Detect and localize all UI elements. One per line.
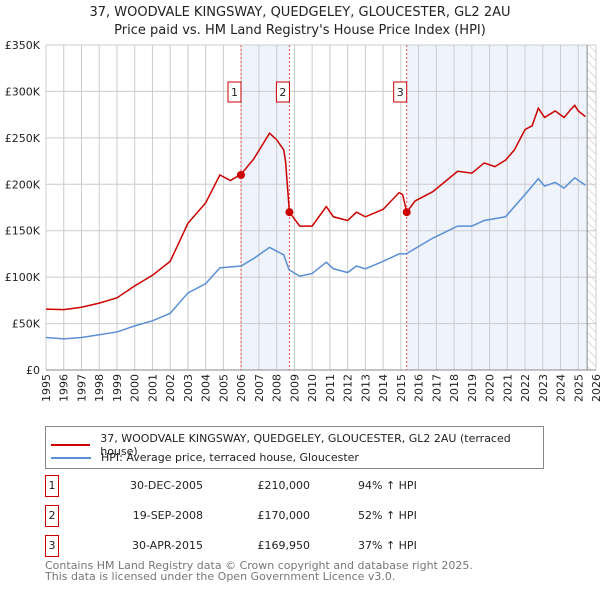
x-tick-label: 2003 xyxy=(182,374,195,402)
x-tick-label: 2007 xyxy=(253,374,266,402)
legend: 37, WOODVALE KINGSWAY, QUEDGELEY, GLOUCE… xyxy=(45,426,544,469)
series-line xyxy=(45,176,586,340)
x-tick-label: 2024 xyxy=(555,374,568,402)
x-tick-label: 2010 xyxy=(306,374,319,402)
sale-row: 3 30-APR-2015 £169,950 37% ↑ HPI xyxy=(45,535,445,557)
x-tick-label: 2020 xyxy=(484,374,497,402)
sale-marker-box xyxy=(227,81,242,103)
y-tick-label: £50K xyxy=(12,318,41,331)
x-tick-label: 2022 xyxy=(519,374,532,402)
sale-point xyxy=(285,208,294,217)
legend-blue-line xyxy=(51,456,91,459)
x-tick-label: 2005 xyxy=(217,374,230,402)
legend-label-hpi: HPI: Average price, terraced house, Glou… xyxy=(101,451,359,464)
x-tick-label: 2025 xyxy=(572,374,585,402)
sale-date: 30-DEC-2005 xyxy=(129,479,203,492)
sale-price: £170,000 xyxy=(257,509,311,522)
x-tick-label: 1996 xyxy=(58,374,71,402)
x-tick-label: 2001 xyxy=(146,374,159,402)
sale-date: 19-SEP-2008 xyxy=(132,509,203,522)
legend-label-property: 37, WOODVALE KINGSWAY, QUEDGELEY, GLOUCE… xyxy=(100,432,511,458)
sale-row: 1 30-DEC-2005 £210,000 94% ↑ HPI xyxy=(45,475,445,497)
sale-number-badge: 1 xyxy=(45,475,59,497)
sale-marker-box xyxy=(275,81,290,103)
x-tick-label: 1997 xyxy=(75,374,88,402)
x-tick-label: 2026 xyxy=(590,374,600,402)
sale-hpi: 94% ↑ HPI xyxy=(358,479,417,492)
forecast-hatch xyxy=(587,45,596,370)
x-tick-label: 2000 xyxy=(129,374,142,402)
x-tick-label: 2021 xyxy=(501,374,514,402)
x-tick-label: 1995 xyxy=(40,374,53,402)
footer: Contains HM Land Registry data © Crown c… xyxy=(45,560,473,582)
footer-line-2: This data is licensed under the Open Gov… xyxy=(45,570,396,583)
y-tick-label: £100K xyxy=(5,271,41,284)
x-tick-label: 2006 xyxy=(235,374,248,402)
x-tick-label: 2009 xyxy=(288,374,301,402)
legend-red-line xyxy=(51,444,91,446)
sale-price: £210,000 xyxy=(257,479,311,492)
x-tick-label: 2019 xyxy=(466,374,479,402)
x-tick-label: 2016 xyxy=(413,374,426,402)
sale-row: 2 19-SEP-2008 £170,000 52% ↑ HPI xyxy=(45,505,445,527)
footer-line-1: Contains HM Land Registry data © Crown c… xyxy=(45,559,473,572)
x-tick-label: 2015 xyxy=(395,374,408,402)
sale-hpi: 52% ↑ HPI xyxy=(358,509,417,522)
x-tick-label: 2008 xyxy=(271,374,284,402)
x-tick-label: 1998 xyxy=(93,374,106,402)
x-tick-label: 2013 xyxy=(359,374,372,402)
y-tick-label: £350K xyxy=(5,39,41,52)
x-tick-label: 2004 xyxy=(200,374,213,402)
sale-marker-label: 1 xyxy=(231,86,238,99)
sale-point xyxy=(402,208,411,217)
x-tick-label: 2017 xyxy=(430,374,443,402)
sale-point xyxy=(236,171,245,179)
y-tick-label: £0 xyxy=(26,364,40,377)
chart-title: 37, WOODVALE KINGSWAY, QUEDGELEY, GLOUCE… xyxy=(89,5,511,20)
sale-marker-box xyxy=(393,81,408,103)
x-tick-label: 2012 xyxy=(342,374,355,402)
chart-subtitle: Price paid vs. HM Land Registry's House … xyxy=(114,23,486,38)
sale-marker-label: 2 xyxy=(279,86,286,99)
x-tick-label: 2002 xyxy=(164,374,177,402)
sale-number-badge: 2 xyxy=(45,505,59,527)
sale-marker-label: 3 xyxy=(397,86,404,99)
x-tick-label: 2018 xyxy=(448,374,461,402)
series-line xyxy=(45,104,586,311)
y-tick-label: £200K xyxy=(5,178,41,191)
sale-hpi: 37% ↑ HPI xyxy=(358,539,417,552)
sale-price: £169,950 xyxy=(257,539,311,552)
x-tick-label: 2023 xyxy=(537,374,550,402)
sale-number-badge: 3 xyxy=(45,535,59,557)
y-tick-label: £300K xyxy=(5,85,41,98)
y-tick-label: £150K xyxy=(5,225,41,238)
x-tick-label: 2011 xyxy=(324,374,337,402)
x-tick-label: 1999 xyxy=(111,374,124,402)
x-tick-label: 2014 xyxy=(377,374,390,402)
chart-plot: 1995 1996 1997 1998 1999 2000 2001 2002 2003 2004… xyxy=(5,39,600,402)
sale-date: 30-APR-2015 xyxy=(131,539,203,552)
y-tick-label: £250K xyxy=(5,132,41,145)
